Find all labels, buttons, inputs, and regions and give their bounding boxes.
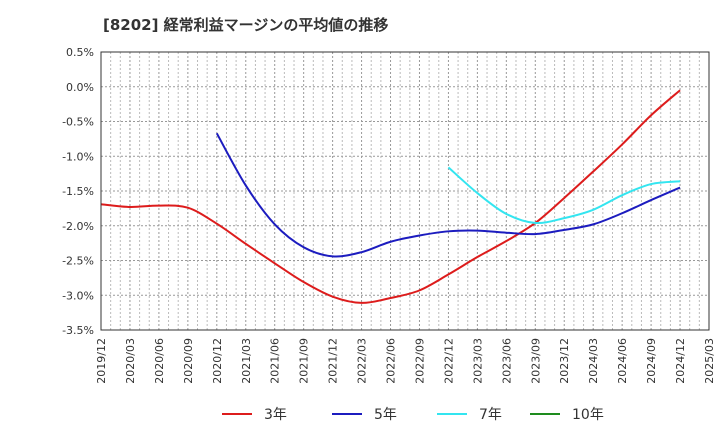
grid [100,51,710,331]
y-tick-label: 0.0% [66,81,94,94]
y-tick-label: -1.5% [62,185,94,198]
x-tick-label: 2024/12 [674,338,687,384]
y-tick-label: 0.5% [66,46,94,59]
x-tick-label: 2023/03 [471,338,484,384]
x-tick-label: 2023/09 [529,338,542,384]
x-tick-label: 2021/12 [327,338,340,384]
x-tick-label: 2022/09 [413,338,426,384]
legend-label: 7年 [479,407,502,423]
chart-title: [8202] 経常利益マージンの平均値の推移 [103,16,388,34]
plot-lines [100,89,681,304]
legend-label: 5年 [374,407,397,423]
x-tick-label: 2021/06 [269,338,282,384]
x-tick-label: 2024/03 [587,338,600,384]
series-line-3 [447,166,681,225]
y-tick-label: -2.5% [62,255,94,268]
x-tick-label: 2025/03 [703,338,716,384]
x-tick-label: 2022/03 [356,338,369,384]
x-tick-label: 2019/12 [95,338,108,384]
x-axis: 2019/12 2020/03 2020/06 2020/09 2020/12 2021/… [95,338,716,384]
x-tick-label: 2024/09 [645,338,658,384]
x-tick-label: 2022/06 [385,338,398,384]
y-tick-label: -0.5% [62,116,94,129]
x-tick-label: 2023/12 [558,338,571,384]
series-line-2 [215,132,681,258]
y-axis: 0.5% 0.0% -0.5% -1.0% -1.5% -2.0% -2.5% -3.0% -3… [62,46,94,337]
x-tick-label: 2021/09 [298,338,311,384]
x-tick-label: 2020/03 [124,338,137,384]
x-tick-label: 2024/06 [616,338,629,384]
x-tick-label: 2022/12 [442,338,455,384]
x-tick-label: 2020/06 [153,338,166,384]
x-tick-label: 2021/03 [240,338,253,384]
y-tick-label: -2.0% [62,220,94,233]
x-tick-label: 2023/06 [500,338,513,384]
y-tick-label: -1.0% [62,150,94,163]
plot-frame [100,51,710,331]
series-line-1 [100,89,681,304]
x-tick-label: 2020/12 [211,338,224,384]
legend-label: 3年 [264,407,287,423]
y-tick-label: -3.5% [62,324,94,337]
x-tick-label: 2020/09 [182,338,195,384]
y-tick-label: -3.0% [62,289,94,302]
legend-label: 10年 [572,407,604,423]
legend: 3年 5年 7年 10年 [222,407,604,423]
